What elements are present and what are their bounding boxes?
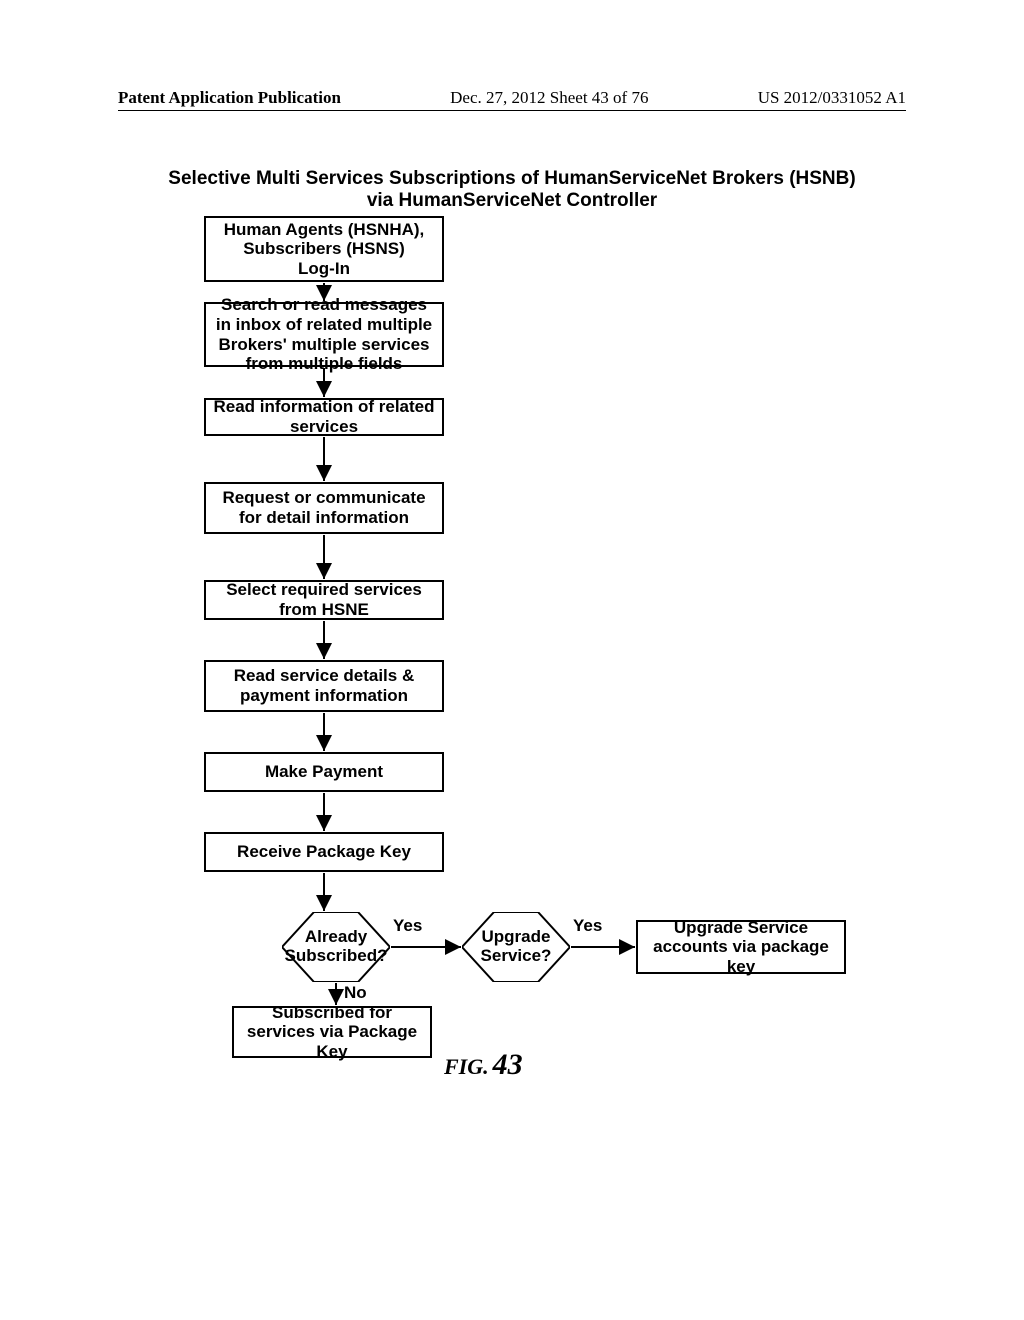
flow-box-upgrade-accounts: Upgrade Service accounts via package key bbox=[636, 920, 846, 974]
flow-box-read-info: Read information of related services bbox=[204, 398, 444, 436]
edge-label-no: No bbox=[344, 983, 367, 1003]
flow-box-label: Request or communicate for detail inform… bbox=[212, 488, 436, 527]
header-rule bbox=[118, 110, 906, 111]
flow-box-select: Select required services from HSNE bbox=[204, 580, 444, 620]
diagram-title: Selective Multi Services Subscriptions o… bbox=[0, 168, 1024, 213]
flow-box-subscribed: Subscribed for services via Package Key bbox=[232, 1006, 432, 1058]
document-header: Patent Application Publication Dec. 27, … bbox=[118, 88, 906, 108]
flow-box-receive-key: Receive Package Key bbox=[204, 832, 444, 872]
header-right: US 2012/0331052 A1 bbox=[758, 88, 906, 108]
header-left: Patent Application Publication bbox=[118, 88, 341, 108]
flow-box-search: Search or read messages in inbox of rela… bbox=[204, 302, 444, 367]
flow-box-label: Human Agents (HSNHA),Subscribers (HSNS)L… bbox=[224, 220, 425, 279]
decision-already-subscribed: AlreadySubscribed? bbox=[282, 912, 390, 982]
flow-box-label: Make Payment bbox=[265, 762, 383, 782]
decision-upgrade-service: UpgradeService? bbox=[462, 912, 570, 982]
flow-box-label: Receive Package Key bbox=[237, 842, 411, 862]
flow-box-label: Select required services from HSNE bbox=[212, 580, 436, 619]
flow-box-label: Search or read messages in inbox of rela… bbox=[212, 295, 436, 373]
header-mid: Dec. 27, 2012 Sheet 43 of 76 bbox=[450, 88, 648, 108]
decision-label: UpgradeService? bbox=[481, 928, 552, 965]
flow-box-label: Upgrade Service accounts via package key bbox=[644, 918, 838, 977]
title-line-2: via HumanServiceNet Controller bbox=[0, 190, 1024, 212]
flow-box-details: Read service details & payment informati… bbox=[204, 660, 444, 712]
flow-box-request: Request or communicate for detail inform… bbox=[204, 482, 444, 534]
flow-box-payment: Make Payment bbox=[204, 752, 444, 792]
figure-label: FIG. 43 bbox=[444, 1048, 523, 1082]
edge-label-yes-2: Yes bbox=[573, 916, 602, 936]
flow-box-label: Read service details & payment informati… bbox=[212, 666, 436, 705]
decision-label: AlreadySubscribed? bbox=[285, 928, 388, 965]
flow-box-login: Human Agents (HSNHA),Subscribers (HSNS)L… bbox=[204, 216, 444, 282]
page: Patent Application Publication Dec. 27, … bbox=[0, 0, 1024, 1320]
edge-label-yes-1: Yes bbox=[393, 916, 422, 936]
figure-number: 43 bbox=[493, 1048, 523, 1081]
figure-label-text: FIG. bbox=[444, 1054, 489, 1079]
flow-box-label: Read information of related services bbox=[212, 397, 436, 436]
flow-box-label: Subscribed for services via Package Key bbox=[240, 1003, 424, 1062]
title-line-1: Selective Multi Services Subscriptions o… bbox=[0, 168, 1024, 190]
